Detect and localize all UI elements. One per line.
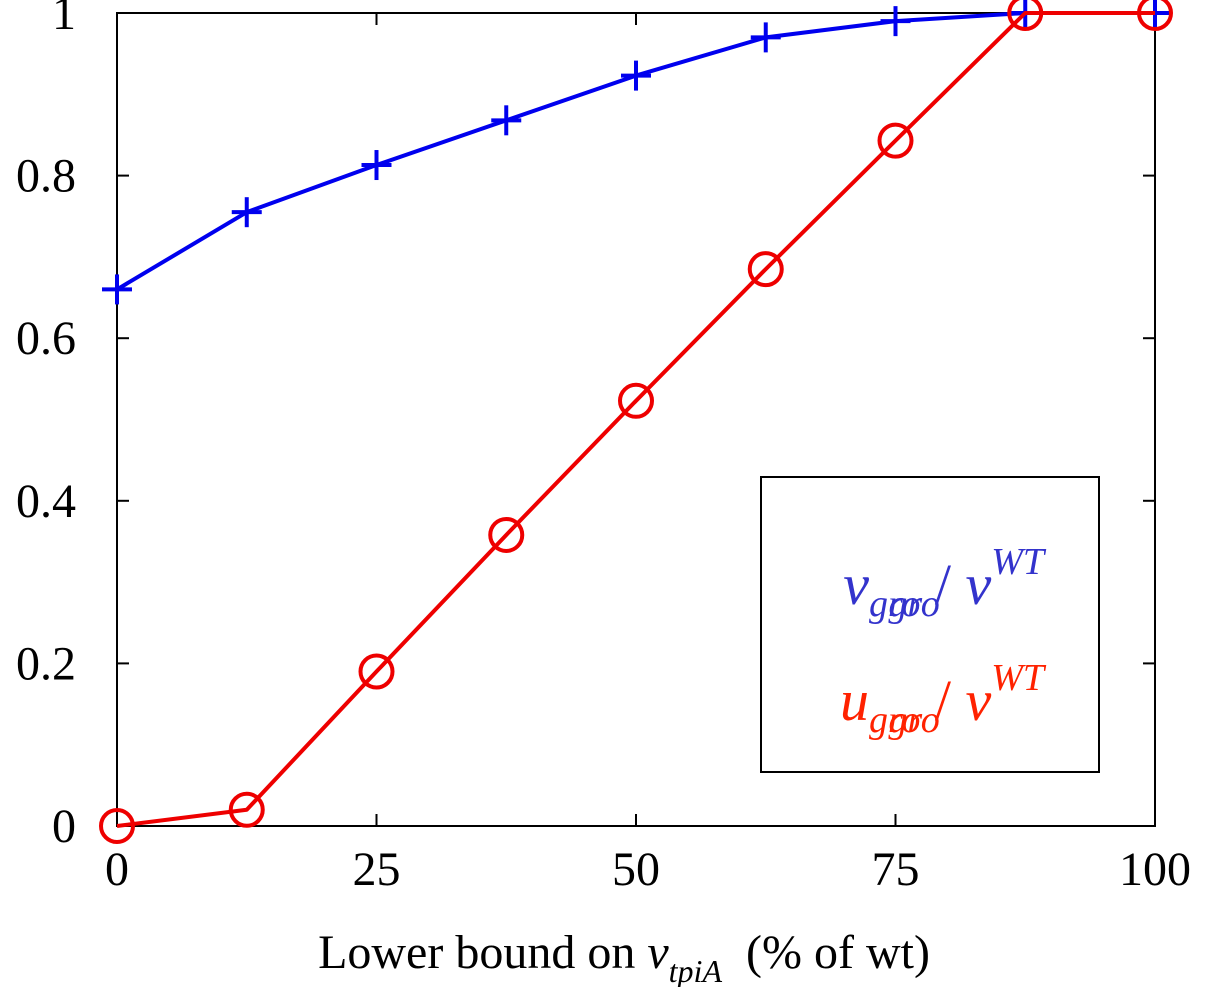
x-tick-label: 50 — [612, 843, 660, 896]
legend-text-part: v — [965, 552, 991, 617]
series-line — [115, 11, 1155, 292]
legend-text-part: v — [965, 668, 991, 733]
data-point — [880, 6, 911, 37]
legend-text-part: WT — [991, 657, 1047, 699]
y-tick-label: 0.2 — [16, 637, 76, 690]
legend-text-part: / — [920, 668, 965, 733]
data-point — [99, 808, 135, 844]
series — [99, 0, 1173, 844]
y-tick-label: 1 — [52, 0, 76, 40]
data-point — [231, 197, 262, 228]
y-tick-label: 0.8 — [16, 150, 76, 203]
data-point — [621, 60, 651, 91]
x-tick-label: 25 — [353, 843, 401, 896]
x-axis-title-sub: tpiA — [669, 953, 723, 987]
legend-text-part: v — [843, 552, 869, 617]
legend-box — [760, 476, 1100, 773]
legend-text-part: gro — [888, 699, 939, 741]
legend-text-part: u — [840, 668, 869, 733]
legend-text-part: gro — [869, 583, 920, 625]
data-point — [747, 251, 784, 288]
legend-text-part: WT — [991, 541, 1047, 583]
legend-entry-2: ugro / vWT gro — [840, 657, 1047, 741]
data-point — [618, 382, 654, 419]
data-point — [361, 150, 392, 181]
y-tick-label: 0.6 — [16, 312, 76, 365]
data-point — [1007, 0, 1044, 31]
series-2 — [99, 0, 1173, 844]
data-point — [491, 105, 522, 136]
x-axis-title-prefix: Lower bound on — [318, 926, 647, 979]
x-axis-title-var: v — [647, 926, 669, 979]
data-point — [750, 22, 781, 53]
y-tick-label: 0 — [52, 800, 76, 853]
series-line — [116, 11, 1155, 828]
data-point — [228, 791, 265, 828]
x-axis-title: Lower bound on vtpiA (% of wt) — [318, 926, 930, 987]
legend-text-part: / — [920, 552, 965, 617]
x-axis-title-suffix: (% of wt) — [722, 926, 930, 979]
legend-text-part: gro — [888, 583, 939, 625]
y-tick-label: 0.4 — [16, 475, 76, 528]
data-point — [488, 516, 525, 553]
data-point — [358, 653, 395, 690]
x-tick-label: 100 — [1119, 843, 1191, 896]
x-tick-label: 75 — [872, 843, 920, 896]
data-point — [877, 122, 914, 159]
x-tick-label: 0 — [105, 843, 129, 896]
series-1 — [102, 0, 1170, 305]
legend-entry-1: vgro / vWT gro — [843, 541, 1047, 625]
data-point — [102, 274, 132, 305]
ticks: 0 25 50 75 100 0 0.2 0.4 0.6 0.8 1 — [16, 0, 1191, 896]
legend-text-part: gro — [869, 699, 920, 741]
data-point — [1137, 0, 1173, 31]
